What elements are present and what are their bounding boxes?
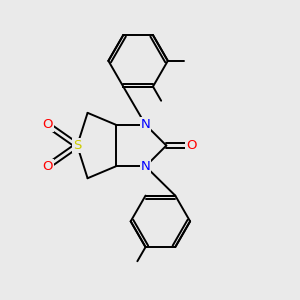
Text: N: N [141, 118, 150, 131]
Text: S: S [73, 139, 81, 152]
Text: N: N [141, 160, 150, 173]
Text: O: O [42, 160, 53, 173]
Text: O: O [42, 118, 53, 131]
Text: O: O [186, 139, 197, 152]
